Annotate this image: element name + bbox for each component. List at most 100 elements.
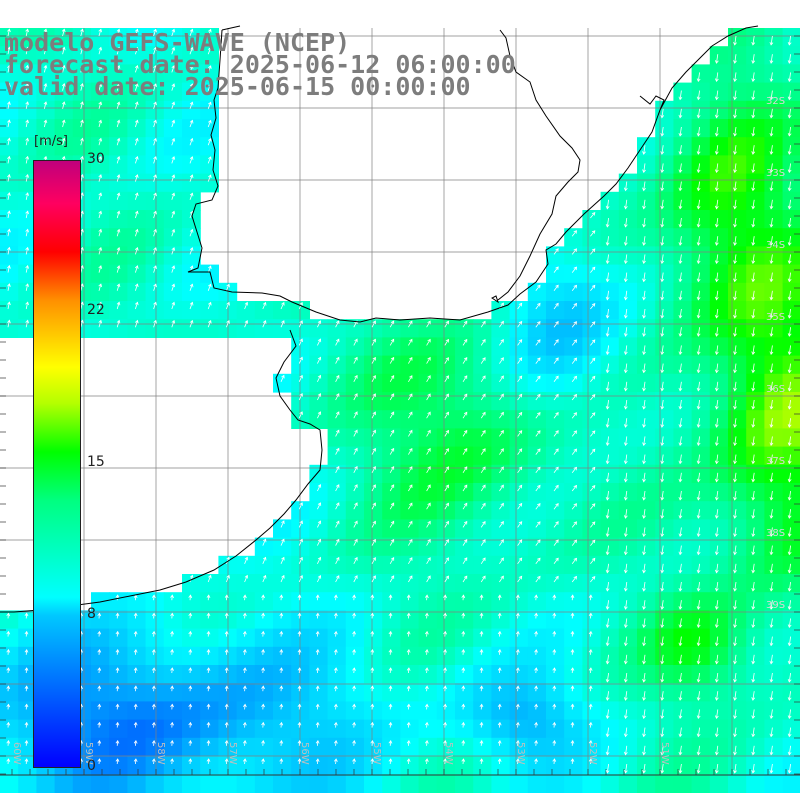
wind-cell — [637, 574, 656, 593]
wind-arrow — [444, 595, 446, 601]
wind-cell — [382, 701, 401, 721]
wind-arrow-head — [696, 333, 701, 337]
wind-arrow-head — [751, 569, 756, 574]
wind-cell — [655, 137, 674, 156]
wind-cell — [400, 756, 420, 775]
wind-arrow-head — [787, 132, 792, 137]
wind-cell — [473, 610, 492, 630]
wind-arrow — [171, 595, 173, 601]
wind-arrow-head — [352, 758, 356, 762]
wind-cell — [145, 64, 165, 84]
wind-cell — [436, 719, 456, 739]
wind-arrow-head — [335, 538, 340, 543]
wind-arrow-head — [80, 174, 84, 178]
wind-cell — [764, 501, 784, 520]
wind-arrow — [716, 181, 719, 191]
wind-cell — [564, 628, 583, 648]
wind-arrow — [116, 29, 120, 37]
wind-arrow-head — [25, 83, 29, 87]
lon-label: 52W — [587, 742, 598, 765]
wind-arrow — [752, 108, 755, 118]
wind-cell — [600, 264, 620, 284]
wind-arrow-head — [537, 284, 541, 289]
wind-arrow-head — [660, 478, 665, 483]
wind-cell — [382, 373, 401, 393]
wind-arrow-head — [98, 28, 103, 33]
wind-cell — [509, 683, 529, 702]
wind-cell — [709, 264, 729, 284]
wind-arrow — [643, 709, 646, 719]
wind-cell — [728, 100, 747, 120]
wind-cell — [418, 719, 438, 739]
wind-arrow-head — [696, 151, 701, 155]
wind-arrow-head — [317, 411, 322, 415]
wind-arrow-head — [623, 551, 628, 556]
wind-arrow-head — [787, 278, 792, 283]
wind-cell — [418, 446, 438, 466]
wind-arrow-head — [354, 520, 358, 525]
wind-arrow — [499, 521, 504, 528]
wind-arrow-head — [388, 721, 393, 726]
wind-cell — [182, 628, 201, 648]
wind-arrow — [262, 667, 264, 674]
wind-cell — [709, 555, 729, 575]
wind-cell — [182, 665, 201, 684]
wind-arrow-head — [678, 278, 683, 283]
wind-arrow-head — [406, 630, 411, 635]
wind-arrow — [734, 763, 737, 773]
wind-arrow — [553, 758, 555, 765]
wind-arrow — [335, 339, 340, 346]
wind-arrow-head — [787, 515, 792, 519]
wind-cell — [182, 683, 201, 702]
wind-cell — [673, 446, 693, 466]
wind-arrow-head — [733, 715, 737, 720]
wind-arrow — [280, 575, 285, 583]
valid-date: valid date: 2025-06-15 00:00:00 — [4, 72, 471, 101]
wind-arrow-head — [134, 265, 139, 269]
wind-arrow-head — [714, 715, 719, 720]
wind-cell — [254, 301, 274, 320]
wind-arrow-head — [751, 533, 756, 538]
wind-arrow-head — [317, 338, 322, 343]
wind-arrow — [44, 120, 47, 128]
wind-arrow-head — [714, 333, 719, 337]
wind-arrow-head — [787, 733, 792, 738]
wind-arrow-head — [171, 283, 176, 288]
wind-arrow — [571, 558, 577, 565]
wind-arrow — [606, 745, 609, 755]
wind-arrow-head — [262, 556, 267, 561]
wind-arrow-head — [696, 242, 701, 246]
wind-arrow-head — [171, 247, 176, 251]
wind-cell — [236, 756, 256, 775]
wind-arrow — [499, 339, 504, 346]
wind-arrow-head — [354, 502, 358, 507]
wind-arrow-head — [116, 210, 121, 215]
wind-arrow — [135, 595, 137, 601]
lon-label: 55W — [371, 742, 382, 765]
wind-arrow — [697, 126, 700, 136]
wind-cell — [527, 683, 547, 702]
wind-arrow-head — [787, 606, 792, 610]
wind-cell — [655, 246, 674, 266]
wind-arrow — [226, 758, 228, 765]
wind-arrow-head — [224, 703, 229, 708]
wind-arrow-head — [244, 301, 249, 306]
wind-arrow — [317, 595, 319, 601]
wind-arrow-head — [153, 210, 157, 215]
wind-arrow — [25, 649, 28, 655]
wind-cell — [782, 46, 800, 65]
wind-cell — [382, 392, 401, 411]
wind-arrow-head — [261, 667, 265, 671]
wind-arrow-head — [80, 228, 84, 233]
wind-arrow-head — [573, 466, 577, 471]
wind-arrow-head — [445, 320, 449, 325]
wind-cell — [327, 555, 347, 575]
wind-arrow-head — [443, 758, 447, 762]
wind-arrow-head — [189, 65, 194, 69]
wind-arrow-head — [134, 301, 139, 306]
wind-arrow — [189, 595, 191, 601]
wind-arrow — [571, 266, 577, 273]
wind-cell — [746, 519, 765, 539]
wind-cell — [728, 337, 747, 357]
wind-cell — [782, 719, 800, 739]
